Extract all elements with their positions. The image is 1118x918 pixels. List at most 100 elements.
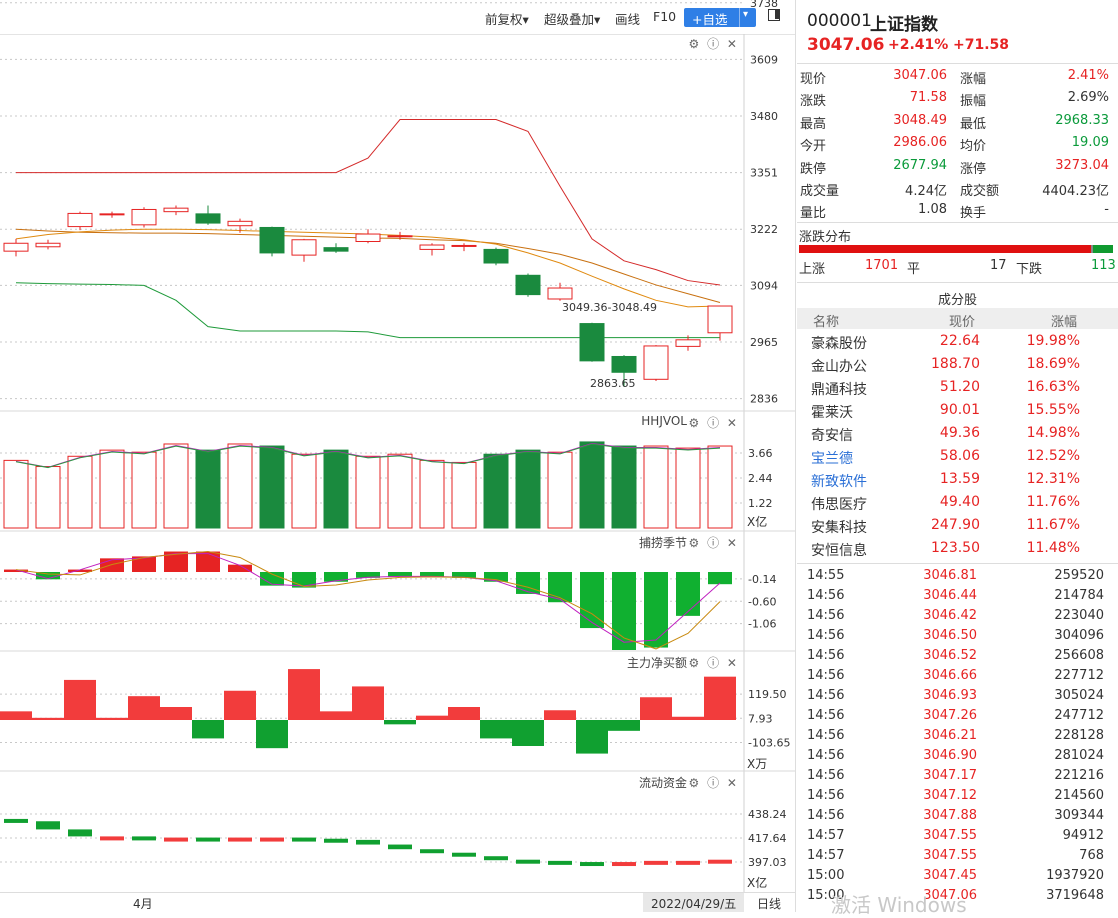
list-item[interactable]: 金山办公 188.70 18.69% [797, 354, 1118, 377]
side-panel-icon[interactable] [768, 9, 780, 21]
main-panel-controls[interactable]: ⚙ ⓘ ✕ [688, 37, 739, 51]
mainforce-bar [704, 676, 736, 720]
stock-name[interactable]: 豪森股份 [811, 336, 867, 352]
volume-bar [483, 453, 509, 529]
quote-value: - [1104, 202, 1109, 218]
mainforce-panel-title: 主力净买额 [626, 656, 687, 670]
stock-price: 49.36 [939, 425, 980, 441]
tick-volume: 768 [1079, 848, 1104, 863]
col-name[interactable]: 名称 [813, 315, 840, 330]
vol-ma-line-2 [15, 443, 721, 469]
chart-area[interactable]: 前复权▾ 超级叠加▾ 画线 F10 +自选 ▾ 3738 3609 3480 3351… [0, 0, 796, 912]
candle-body [323, 247, 349, 252]
stock-name[interactable]: 新致软件 [811, 474, 867, 490]
tick-price: 3046.42 [923, 608, 977, 623]
quote-value: 71.58 [909, 90, 947, 106]
mainforce-bar [544, 710, 576, 720]
mainforce-bar [128, 696, 160, 720]
stock-name[interactable]: 安集科技 [811, 520, 867, 536]
tick-price: 3047.45 [923, 868, 977, 883]
vol-panel-controls[interactable]: ⚙ ⓘ ✕ [688, 416, 739, 430]
cycle-panel-title: 捕捞季节 [638, 536, 687, 550]
list-item[interactable]: 鼎通科技 51.20 16.63% [797, 377, 1118, 400]
volume-bar [547, 451, 573, 529]
stock-name[interactable]: 霍莱沃 [811, 405, 853, 421]
list-item[interactable]: 霍莱沃 90.01 15.55% [797, 400, 1118, 423]
flow-panel-controls[interactable]: ⚙ ⓘ ✕ [688, 776, 739, 790]
stock-name[interactable]: 伟思医疗 [811, 497, 867, 513]
draw-line-button[interactable]: 画线 [615, 12, 641, 27]
tick-volume: 247712 [1054, 708, 1104, 723]
table-row: 14:56 3046.21 228128 [797, 727, 1118, 747]
cycle-panel-controls[interactable]: ⚙ ⓘ ✕ [688, 536, 739, 550]
stock-pct: 11.67% [1026, 517, 1080, 533]
mainforce-bar [256, 720, 288, 749]
quote-value: 3048.49 [893, 112, 947, 128]
flow-bar [484, 856, 508, 861]
y-tick-label: 3094 [750, 279, 778, 292]
stock-name[interactable]: 宝兰德 [811, 451, 853, 467]
cycle-bar [324, 572, 348, 582]
quote-label: 今开 [800, 139, 827, 155]
col-price[interactable]: 现价 [949, 315, 976, 330]
mainforce-bar [608, 720, 640, 731]
volume-bar [515, 449, 541, 529]
quote-label: 涨停 [960, 161, 987, 177]
cycle-bar [164, 551, 188, 572]
add-watchlist-button[interactable]: +自选 ▾ [684, 8, 756, 27]
tick-price: 3046.93 [923, 688, 977, 703]
flow-bar [292, 837, 316, 842]
y-tick-label: 397.03 [748, 856, 787, 869]
col-pct[interactable]: 涨幅 [1051, 315, 1078, 330]
adjust-dropdown[interactable]: 前复权▾ [485, 12, 529, 27]
quote-value: 2968.33 [1055, 112, 1109, 128]
button-divider [739, 8, 740, 27]
tick-time: 14:56 [807, 608, 845, 623]
stock-pct: 12.31% [1026, 471, 1080, 487]
period-label[interactable]: 日线 [757, 897, 782, 911]
kline-chart-svg[interactable]: 3738 3609 3480 3351 3222 3094 2965 2836 3049.36-… [0, 0, 795, 892]
quote-label: 跌停 [800, 161, 827, 177]
chevron-down-icon[interactable]: ▾ [743, 9, 749, 20]
stock-name[interactable]: 鼎通科技 [811, 382, 867, 398]
list-item[interactable]: 新致软件 13.59 12.31% [797, 469, 1118, 492]
tick-volume: 221216 [1054, 768, 1104, 783]
stock-name[interactable]: 安恒信息 [811, 543, 867, 559]
cycle-bar [228, 564, 252, 572]
mainforce-bar [160, 707, 192, 720]
quote-row: 量比 1.08 换手 - [797, 200, 1118, 222]
y-tick-label: 3609 [750, 53, 778, 66]
up-label: 上涨 [799, 262, 826, 277]
mainforce-bar [512, 720, 544, 746]
boll-upper-line [16, 119, 721, 286]
mainforce-bar [672, 716, 704, 720]
stock-name[interactable]: 金山办公 [811, 359, 867, 375]
list-item[interactable]: 奇安信 49.36 14.98% [797, 423, 1118, 446]
list-item[interactable]: 宝兰德 58.06 12.52% [797, 446, 1118, 469]
stock-name[interactable]: 奇安信 [811, 428, 853, 444]
y-tick-label: 2965 [750, 336, 778, 349]
table-row: 14:56 3047.88 309344 [797, 807, 1118, 827]
cycle-bar [580, 572, 604, 629]
tick-price: 3046.81 [923, 568, 977, 583]
quote-value: 4.24亿 [905, 184, 947, 199]
flow-bar [36, 821, 60, 830]
candle-body [99, 213, 125, 216]
volume-bar [355, 455, 381, 529]
y-tick-label: 3.66 [748, 447, 773, 460]
list-item[interactable]: 安集科技 247.90 11.67% [797, 515, 1118, 538]
overlay-dropdown[interactable]: 超级叠加▾ [544, 12, 601, 27]
mainforce-panel-controls[interactable]: ⚙ ⓘ ✕ [688, 656, 739, 670]
quote-label: 换手 [960, 206, 987, 222]
candle-body [163, 207, 189, 213]
list-item[interactable]: 安恒信息 123.50 11.48% [797, 538, 1118, 561]
f10-button[interactable]: F10 [653, 9, 677, 24]
quote-value: 2.69% [1067, 90, 1109, 106]
volume-bar [291, 453, 317, 529]
cycle-bar [708, 572, 732, 585]
candle-body [259, 226, 285, 254]
tick-time: 14:56 [807, 808, 845, 823]
distribution-bar [799, 245, 1113, 253]
list-item[interactable]: 伟思医疗 49.40 11.76% [797, 492, 1118, 515]
list-item[interactable]: 豪森股份 22.64 19.98% [797, 331, 1118, 354]
